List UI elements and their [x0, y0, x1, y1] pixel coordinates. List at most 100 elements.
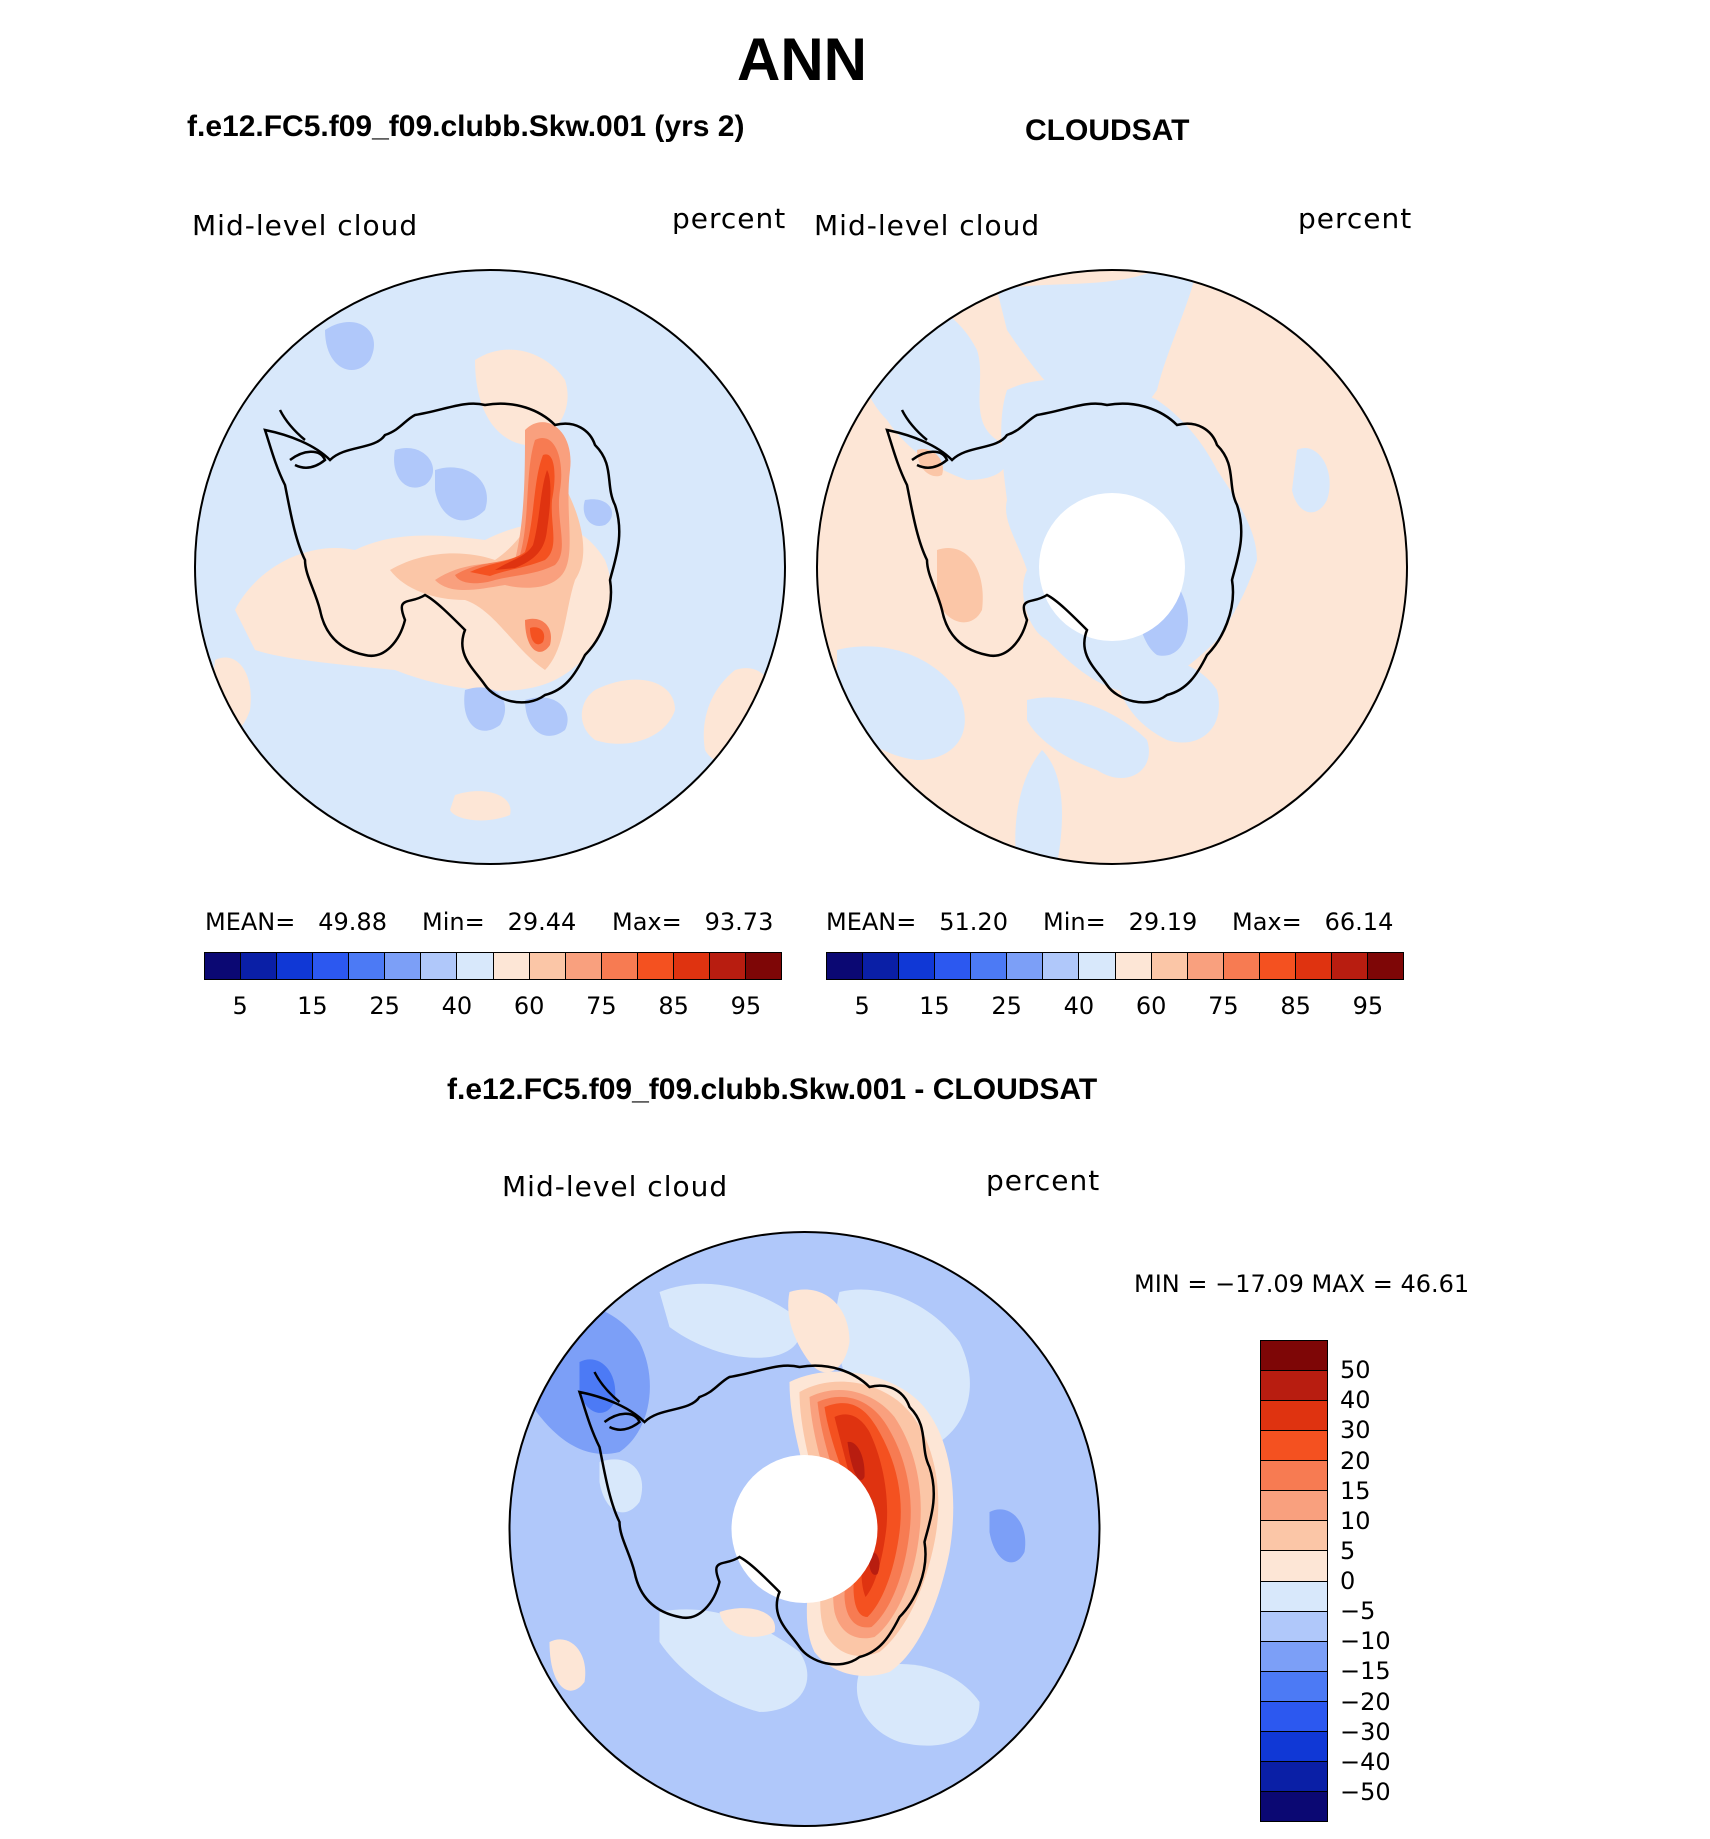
panel1-colorbar-swatch: [564, 953, 601, 979]
panel3-missing-data-pole: [731, 1455, 878, 1603]
panel1-field-patch: [464, 687, 506, 731]
figure-title: ANN: [737, 26, 867, 93]
panel3-field-patch: [659, 1283, 800, 1358]
panel2-colorbar-tick-label: 15: [919, 992, 950, 1020]
panel2-colorbar-swatch: [934, 953, 971, 979]
panel3-field-patch: [659, 1609, 808, 1712]
panel2-colorbar-tick-label: 75: [1208, 992, 1239, 1020]
panel3-colorbar-swatch: [1261, 1670, 1327, 1701]
panel1-colorbar-swatch: [276, 953, 313, 979]
panel3-colorbar-swatch: [1261, 1550, 1327, 1581]
panel1-colorbar-tick-label: 25: [369, 992, 400, 1020]
panel1-colorbar-swatch: [205, 953, 241, 979]
panel3-polar-map: [508, 1231, 1101, 1827]
panel2-max-stat: Max= 66.14: [1232, 908, 1394, 936]
panel3-field-patch: [856, 1663, 980, 1746]
panel3-colorbar-tick-label: 0: [1340, 1567, 1356, 1595]
panel2-colorbar-swatch: [898, 953, 935, 979]
panel2-colorbar-swatch: [1006, 953, 1043, 979]
panel2-colorbar-swatch: [1366, 953, 1403, 979]
panel3-colorbar-tick-label: 50: [1340, 1356, 1371, 1385]
panel2-colorbar-swatch: [1330, 953, 1367, 979]
panel1-colorbar: [204, 952, 782, 980]
panel3-units-label: percent: [986, 1164, 1101, 1197]
panel2-antarctica-coastline: [885, 402, 1243, 704]
panel1-colorbar-swatch: [384, 953, 421, 979]
panel3-field-patch: [719, 1608, 776, 1637]
panel2-field-patch: [1027, 697, 1149, 779]
panel2-units-label: percent: [1298, 202, 1413, 235]
panel3-colorbar-swatch: [1261, 1790, 1327, 1821]
panel3-colorbar-tick-label: 10: [1340, 1506, 1371, 1535]
panel3-colorbar-swatch: [1261, 1730, 1327, 1761]
panel1-field-patch: [525, 697, 568, 736]
panel3-map-boundary: [508, 1231, 1101, 1827]
panel2-field-patch: [1117, 659, 1219, 743]
panel2-colorbar-swatch: [1294, 953, 1331, 979]
panel1-mean-stat: MEAN= 49.88: [205, 908, 387, 936]
panel3-colorbar-tick-label: 15: [1340, 1476, 1371, 1505]
panel2-missing-data-pole: [1039, 493, 1185, 641]
panel2-colorbar-swatch: [1078, 953, 1115, 979]
panel3-colorbar-tick-label: −15: [1340, 1657, 1391, 1686]
panel3-field-patch: [549, 1639, 586, 1691]
panel1-colorbar-tick-label: 15: [297, 992, 328, 1020]
panel3-colorbar-swatch: [1261, 1490, 1327, 1521]
panel2-title: CLOUDSAT: [1025, 114, 1190, 147]
panel1-field-patch: [435, 467, 487, 521]
panel1-min-stat: Min= 29.44: [422, 908, 577, 936]
panel1-field-patch: [325, 321, 374, 370]
panel2-colorbar-tick-label: 85: [1280, 992, 1311, 1020]
panel1-colorbar-tick-label: 85: [658, 992, 689, 1020]
panel3-colorbar-swatch: [1261, 1610, 1327, 1641]
panel3-field-patch: [788, 1289, 850, 1373]
panel3-colorbar-tick-label: −50: [1340, 1777, 1391, 1806]
panel3-colorbar-tick-label: −20: [1340, 1687, 1391, 1716]
panel2-field-patch: [997, 270, 1197, 429]
panel3-colorbar-swatch: [1261, 1370, 1327, 1401]
panel2-field-patch: [837, 646, 965, 760]
panel1-colorbar-swatch: [600, 953, 637, 979]
panel3-colorbar-tick-label: 40: [1340, 1386, 1371, 1415]
panel1-colorbar-swatch: [312, 953, 349, 979]
panel1-antarctica-coastline: [263, 402, 621, 704]
panel2-field-patch: [1015, 750, 1062, 864]
panel1-max-stat: Max= 93.73: [612, 908, 774, 936]
panel3-colorbar-tick-label: −5: [1340, 1597, 1376, 1626]
panel2-colorbar-tick-label: 5: [854, 992, 870, 1020]
panel1-field-patch: [581, 679, 675, 744]
panel1-colorbar-swatch: [672, 953, 709, 979]
panel2-map-boundary: [816, 269, 1408, 865]
panel1-colorbar-swatch: [528, 953, 565, 979]
panel2-colorbar-swatch: [1186, 953, 1223, 979]
panel3-variable-label: Mid-level cloud: [502, 1170, 729, 1203]
panel1-colorbar-swatch: [240, 953, 277, 979]
panel3-field-patch: [989, 1509, 1026, 1563]
panel3-colorbar-tick-label: 5: [1340, 1536, 1356, 1565]
panel3-colorbar: [1260, 1340, 1328, 1822]
panel3-antarctic-peninsula: [593, 1371, 642, 1431]
panel3-colorbar-swatch: [1261, 1700, 1327, 1731]
panel1-colorbar-swatch: [636, 953, 673, 979]
panel2-field-patch: [1292, 448, 1330, 513]
panel1-polar-map: [194, 269, 786, 865]
panel1-colorbar-tick-label: 75: [586, 992, 617, 1020]
panel3-colorbar-tick-label: −40: [1340, 1747, 1391, 1776]
panel1-field-patch: [495, 470, 551, 570]
panel1-colorbar-tick-label: 95: [730, 992, 762, 1020]
panel3-colorbar-tick-label: −30: [1340, 1717, 1391, 1746]
panel2-polar-map: [816, 269, 1408, 865]
panel1-colorbar-swatch: [348, 953, 385, 979]
panel2-colorbar-swatch: [1042, 953, 1079, 979]
panel3-colorbar-tick-label: −10: [1340, 1627, 1391, 1656]
panel3-minmax-stat: MIN = −17.09 MAX = 46.61: [1134, 1270, 1470, 1298]
panel1-colorbar-tick-label: 40: [441, 992, 473, 1020]
panel2-antarctic-peninsula: [900, 409, 949, 469]
panel1-colorbar-swatch: [708, 953, 745, 979]
panel2-colorbar-swatch: [827, 953, 863, 979]
panel2-mean-stat: MEAN= 51.20: [826, 908, 1008, 936]
panel1-field-patch: [394, 448, 434, 488]
panel1-colorbar-tick-label: 5: [232, 992, 248, 1020]
panel3-colorbar-tick-label: 20: [1340, 1446, 1371, 1475]
panel2-colorbar: [826, 952, 1404, 980]
